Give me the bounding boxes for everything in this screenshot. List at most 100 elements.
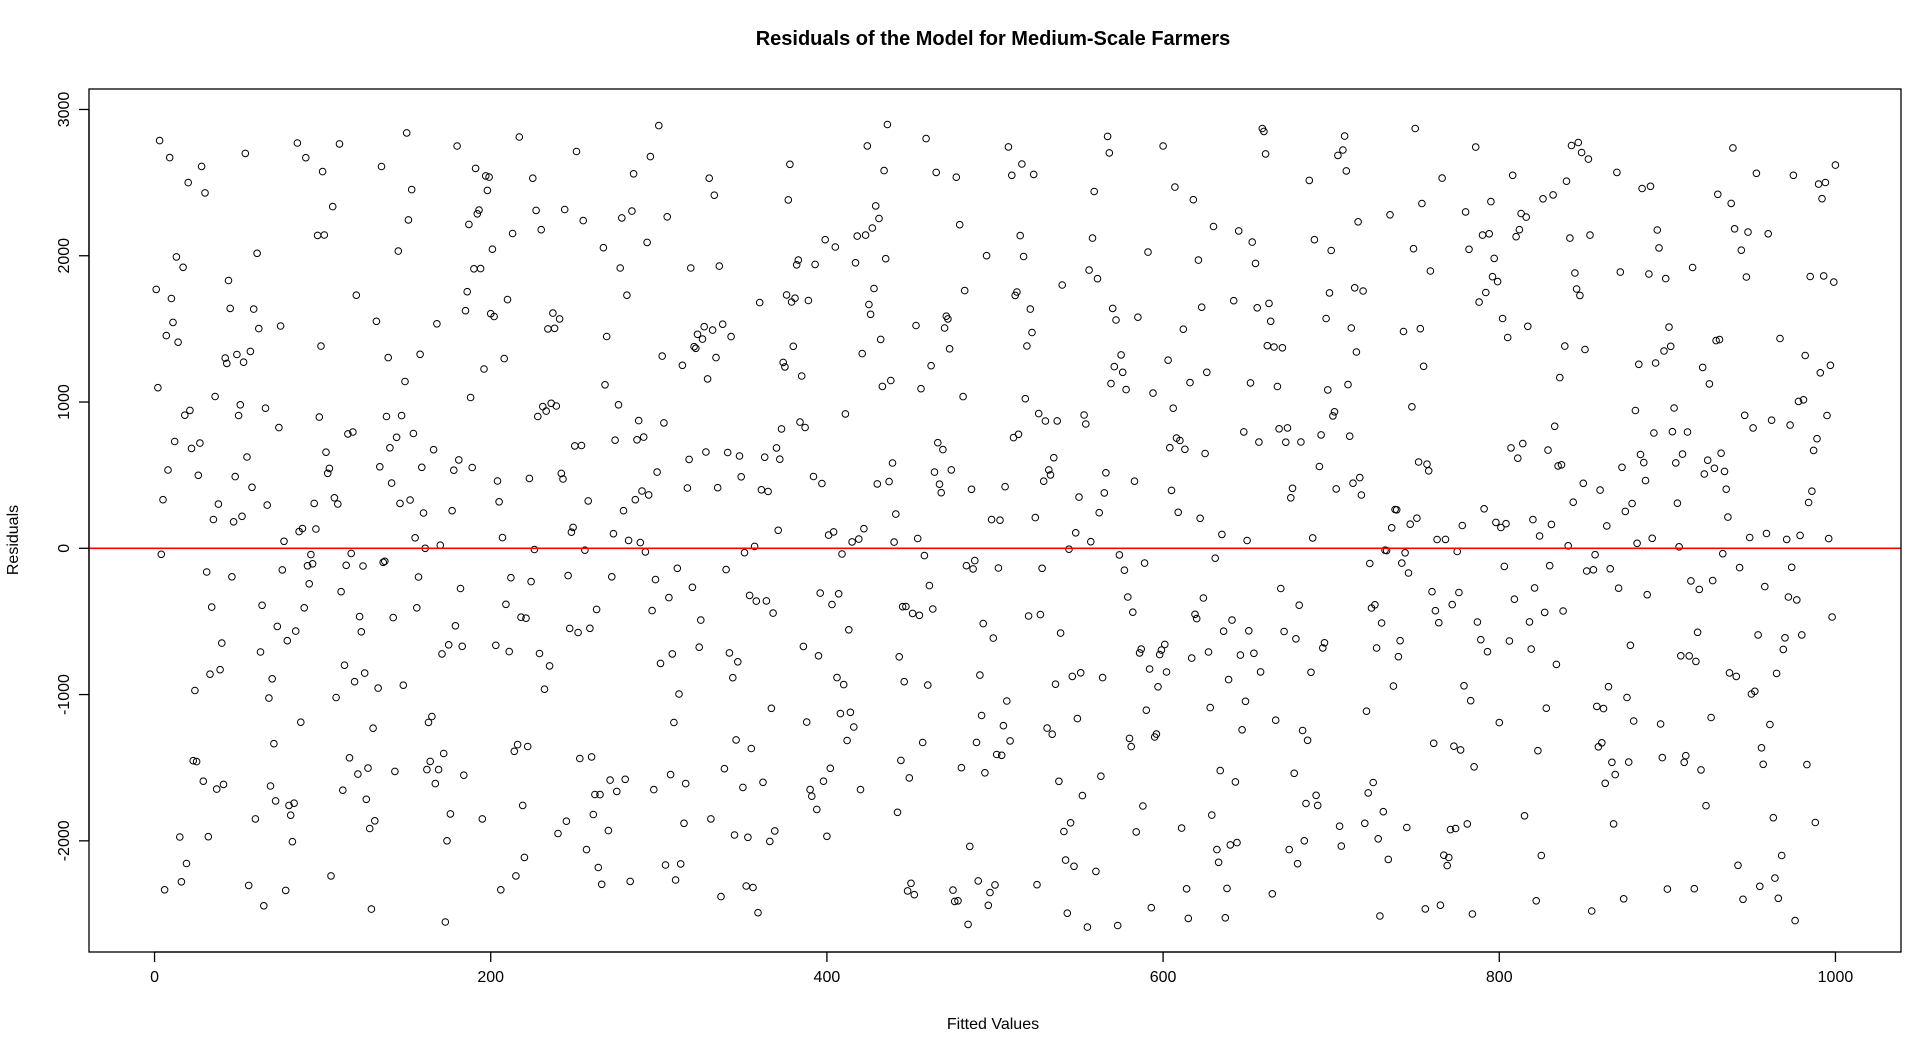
data-point [1187,654,1196,662]
data-point [939,445,947,454]
data-point [263,501,272,509]
data-point [1199,594,1208,602]
data-point [1090,187,1098,196]
data-point [1831,161,1840,169]
data-point [692,344,700,353]
data-point [708,326,717,334]
data-point [1174,508,1182,517]
data-point [441,918,450,926]
data-point [1155,650,1164,659]
data-point [1734,861,1742,870]
data-point [1110,362,1119,371]
data-point [1392,506,1401,514]
data-point [1719,549,1727,558]
data-point [930,468,939,476]
data-point [1587,907,1596,915]
data-point [1169,404,1177,413]
data-point [325,464,334,473]
data-point [1756,882,1764,891]
data-point [1356,473,1364,482]
data-point [893,808,902,817]
data-point [1751,687,1759,696]
data-point [1777,851,1786,860]
data-point [1613,168,1621,177]
data-point [900,677,909,686]
data-point [892,510,900,518]
data-point [323,469,332,478]
data-point [1477,635,1485,644]
data-point [211,392,219,401]
data-point [271,797,280,805]
data-point [1070,862,1078,871]
data-point [764,487,772,496]
data-point [1324,386,1332,394]
data-point [1789,171,1798,180]
data-point [700,322,709,331]
data-point [1292,635,1300,643]
data-point [954,897,962,905]
data-point [1571,269,1579,277]
data-point [1806,272,1814,281]
data-point [634,416,643,425]
chart-title: Residuals of the Model for Medium-Scale … [756,28,1231,50]
data-point [1157,646,1166,654]
data-point [460,771,468,780]
data-point [1796,531,1804,540]
data-point [409,429,418,438]
data-point [1413,514,1421,523]
data-point [1643,590,1651,599]
data-point [1347,324,1356,332]
data-point [552,402,561,410]
data-point [1767,416,1776,425]
data-point [253,249,261,258]
data-point [1060,827,1068,836]
data-point [1372,644,1381,652]
data-point [1677,652,1685,660]
y-tick-label: 3000 [56,92,73,128]
data-point [1715,335,1724,344]
data-point [831,243,840,251]
data-point [413,604,421,612]
data-point [749,883,757,892]
data-point [335,140,344,148]
data-point [1527,645,1535,653]
data-point [848,538,856,546]
data-point [1614,584,1623,593]
y-axis: -2000 -1000 0 1000 2000 3000 [56,92,90,861]
data-point [1819,272,1828,280]
data-point [1539,195,1547,203]
data-point [1769,813,1778,822]
data-point [233,350,241,359]
data-point [811,260,819,269]
data-point [1280,627,1288,636]
data-point [819,777,828,786]
data-point [1394,652,1403,661]
data-point [1108,304,1117,313]
data-point [666,770,675,779]
data-point [1811,818,1820,827]
data-point [1221,914,1230,922]
data-point [214,500,223,508]
data-point [1065,545,1073,554]
data-point [1745,533,1754,542]
data-point [485,173,493,181]
data-point [902,602,910,611]
data-point [671,876,680,884]
data-point [303,562,312,570]
data-point [466,393,475,402]
data-point [937,488,946,497]
data-point [1055,777,1063,786]
data-point [1749,424,1757,432]
data-point [1466,696,1475,705]
data-point [236,401,245,409]
data-point [1532,897,1540,905]
data-point [1031,513,1040,522]
data-point [581,546,589,555]
data-point [1663,885,1672,893]
data-point [1243,536,1251,545]
y-tick-label: 0 [56,544,73,553]
data-point [917,384,925,393]
data-point [1196,514,1204,523]
data-point [1698,363,1707,372]
data-point [1608,758,1616,767]
